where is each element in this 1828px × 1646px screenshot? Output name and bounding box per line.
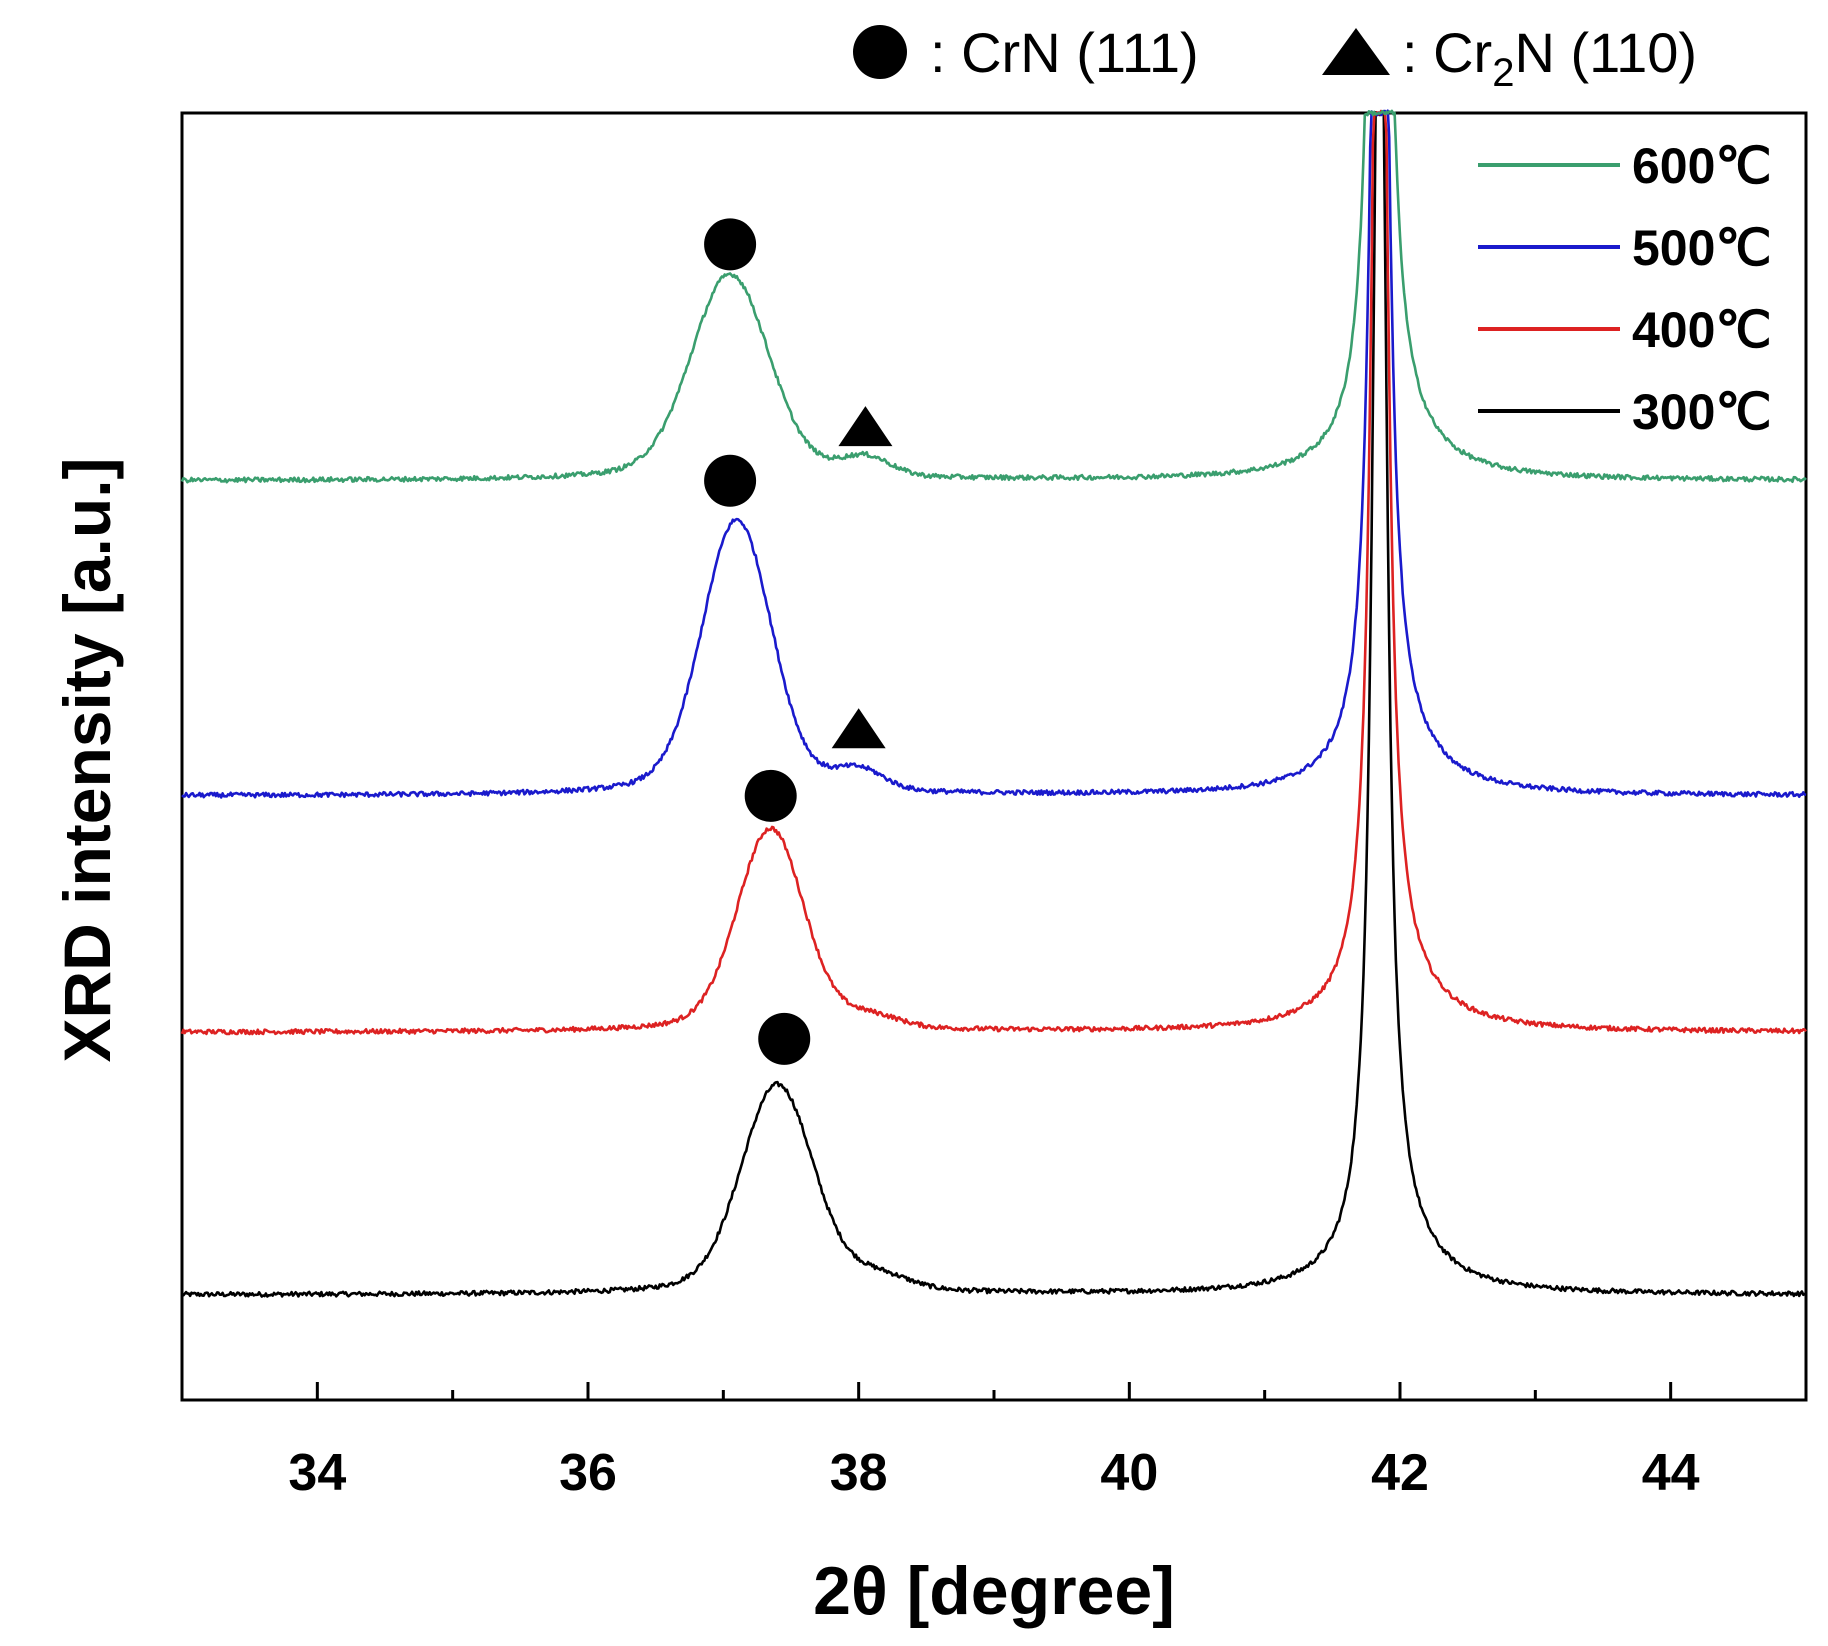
x-tick-label-36: 36: [559, 1444, 617, 1502]
x-tick-label-44: 44: [1642, 1444, 1700, 1502]
x-axis-ticks: 34 36 38 40 42 44: [180, 1382, 1808, 1502]
legend-label-600c: 600℃: [1632, 138, 1772, 194]
series-line-600c: [180, 109, 1807, 484]
cr2n-key-subscript: 2: [1492, 51, 1514, 95]
cr2n-key-triangle-icon: [1322, 28, 1390, 75]
legend: 600℃ 500℃ 400℃ 300℃: [1478, 138, 1772, 440]
plot-frame: [180, 111, 1808, 1402]
y-axis-title: XRD intensity [a.u.]: [50, 457, 124, 1062]
series-line-300c: [181, 111, 1807, 1298]
legend-label-500c: 500℃: [1632, 220, 1772, 276]
crn-key-circle-icon: [853, 25, 907, 79]
x-tick-label-34: 34: [288, 1444, 346, 1502]
marker-layer: [704, 218, 893, 1065]
series-line-500c: [181, 109, 1807, 799]
crn-key-label: : CrN (111): [930, 21, 1199, 84]
legend-label-300c: 300℃: [1632, 384, 1772, 440]
x-axis-title: 2θ [degree]: [813, 1553, 1175, 1629]
series-layer: [180, 109, 1808, 1298]
x-tick-label-42: 42: [1371, 1444, 1429, 1502]
crn-peak-marker-300c: [758, 1012, 811, 1065]
crn-peak-marker-600c: [704, 218, 757, 271]
x-tick-label-40: 40: [1100, 1444, 1158, 1502]
series-line-400c: [180, 109, 1808, 1036]
phase-key: : CrN (111) : Cr2N (110): [853, 21, 1697, 95]
crn-peak-marker-500c: [704, 454, 757, 507]
cr2n-peak-marker-600c: [838, 406, 893, 447]
crn-peak-marker-400c: [744, 769, 797, 822]
cr2n-key-label: : Cr2N (110): [1402, 21, 1697, 95]
x-tick-label-38: 38: [830, 1444, 888, 1502]
legend-label-400c: 400℃: [1632, 302, 1772, 358]
cr2n-peak-marker-500c: [831, 708, 886, 749]
cr2n-key-prefix: : Cr: [1402, 21, 1492, 84]
cr2n-key-suffix: N (110): [1514, 21, 1697, 84]
